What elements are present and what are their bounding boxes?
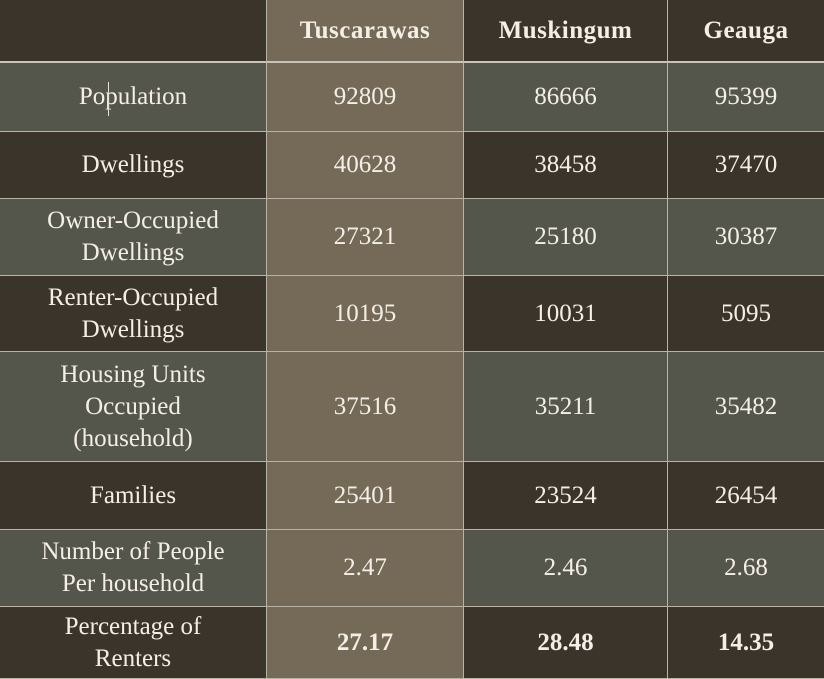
row-label-families[interactable]: Families — [0, 462, 267, 530]
cell-population-tuscarawas[interactable]: 92809 — [267, 63, 464, 132]
cell-population-geauga[interactable]: 95399 — [668, 63, 824, 132]
header-corner-cell — [0, 0, 267, 63]
cell-people-per-household-tuscarawas[interactable]: 2.47 — [267, 530, 464, 607]
column-header-tuscarawas: Tuscarawas — [267, 0, 464, 63]
row-label-population[interactable]: Population — [0, 63, 267, 132]
cell-dwellings-tuscarawas[interactable]: 40628 — [267, 132, 464, 199]
row-label-dwellings[interactable]: Dwellings — [0, 132, 267, 199]
row-label-owner-occupied[interactable]: Owner-Occupied Dwellings — [0, 199, 267, 276]
column-header-geauga: Geauga — [668, 0, 824, 63]
cell-families-muskingum[interactable]: 23524 — [464, 462, 668, 530]
row-label-people-per-household[interactable]: Number of People Per household — [0, 530, 267, 607]
cell-renter-occupied-muskingum[interactable]: 10031 — [464, 276, 668, 352]
cell-housing-units-tuscarawas[interactable]: 37516 — [267, 352, 464, 462]
cell-renter-occupied-geauga[interactable]: 5095 — [668, 276, 824, 352]
cell-percentage-renters-muskingum[interactable]: 28.48 — [464, 607, 668, 679]
cell-population-muskingum[interactable]: 86666 — [464, 63, 668, 132]
cell-dwellings-geauga[interactable]: 37470 — [668, 132, 824, 199]
row-label-housing-units-occupied[interactable]: Housing Units Occupied (household) — [0, 352, 267, 462]
cell-owner-occupied-tuscarawas[interactable]: 27321 — [267, 199, 464, 276]
cell-dwellings-muskingum[interactable]: 38458 — [464, 132, 668, 199]
cell-renter-occupied-tuscarawas[interactable]: 10195 — [267, 276, 464, 352]
cell-percentage-renters-geauga[interactable]: 14.35 — [668, 607, 824, 679]
cell-families-geauga[interactable]: 26454 — [668, 462, 824, 530]
text-cursor-caret — [108, 82, 109, 116]
cell-owner-occupied-muskingum[interactable]: 25180 — [464, 199, 668, 276]
cell-housing-units-geauga[interactable]: 35482 — [668, 352, 824, 462]
cell-people-per-household-geauga[interactable]: 2.68 — [668, 530, 824, 607]
cell-percentage-renters-tuscarawas[interactable]: 27.17 — [267, 607, 464, 679]
column-header-muskingum: Muskingum — [464, 0, 668, 63]
row-label-renter-occupied[interactable]: Renter-Occupied Dwellings — [0, 276, 267, 352]
cell-families-tuscarawas[interactable]: 25401 — [267, 462, 464, 530]
row-label-percentage-renters[interactable]: Percentage of Renters — [0, 607, 267, 679]
cell-people-per-household-muskingum[interactable]: 2.46 — [464, 530, 668, 607]
cell-housing-units-muskingum[interactable]: 35211 — [464, 352, 668, 462]
cell-owner-occupied-geauga[interactable]: 30387 — [668, 199, 824, 276]
